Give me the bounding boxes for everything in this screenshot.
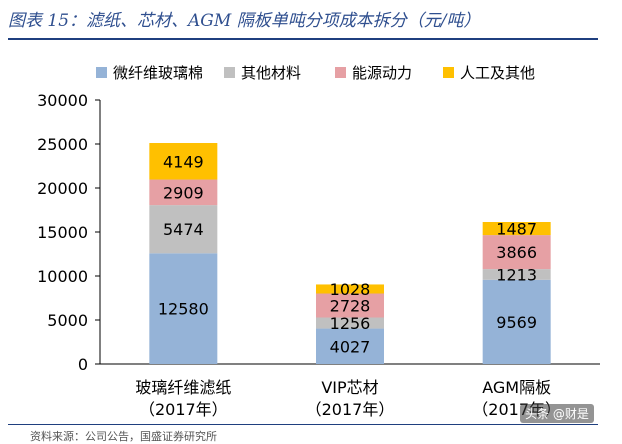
y-tick-label: 15000 [37, 223, 88, 242]
legend-swatch-3 [443, 67, 454, 78]
legend-label-2: 能源动力 [352, 64, 412, 82]
bar-value-label: 5474 [163, 220, 204, 239]
y-tick-label: 0 [78, 355, 88, 374]
source-note: 资料来源：公司公告，国盛证券研究所 [30, 430, 217, 443]
bar-segment-2-2 [482, 235, 551, 270]
bar-segment-0-0 [149, 253, 218, 364]
bar-segment-1-3 [316, 284, 384, 294]
title-divider [8, 38, 598, 40]
legend-label-1: 其他材料 [241, 64, 301, 82]
bar-value-label: 3866 [496, 243, 537, 262]
x-tick-label: （2017年） [139, 400, 228, 419]
bar-value-label: 4027 [330, 337, 371, 356]
bar-value-label: 1256 [330, 314, 371, 333]
legend-swatch-2 [335, 67, 346, 78]
legend-label-3: 人工及其他 [460, 64, 535, 82]
bar-segment-2-3 [482, 222, 551, 236]
bar-value-label: 1487 [496, 220, 537, 239]
bar-value-label: 1213 [496, 265, 537, 284]
x-tick-label: （2017年） [306, 400, 395, 419]
bar-value-label: 2728 [330, 297, 371, 316]
bar-value-label: 4149 [163, 152, 204, 171]
x-tick-label: VIP芯材 [321, 378, 378, 397]
watermark: 头条 @财是 [520, 404, 594, 423]
bar-value-label: 12580 [158, 300, 209, 319]
y-tick-label: 25000 [37, 135, 88, 154]
chart-legend: 微纤维玻璃棉 其他材料 能源动力 人工及其他 [96, 64, 535, 82]
y-tick-label: 30000 [37, 91, 88, 110]
chart-x-tick-labels: 玻璃纤维滤纸（2017年）VIP芯材（2017年）AGM隔板（2017年） [135, 378, 561, 419]
bar-segment-0-2 [149, 179, 218, 206]
bar-segment-0-3 [149, 143, 218, 180]
legend-swatch-1 [224, 67, 235, 78]
bar-segment-1-1 [316, 317, 384, 329]
bar-segment-1-2 [316, 293, 384, 318]
bar-segment-2-1 [482, 269, 551, 280]
legend-swatch-0 [96, 67, 107, 78]
bar-segment-0-1 [149, 205, 218, 254]
bar-value-label: 2909 [163, 183, 204, 202]
bar-value-label: 1028 [330, 280, 371, 299]
chart-bars [149, 143, 551, 364]
bar-segment-1-0 [316, 328, 384, 364]
legend-label-0: 微纤维玻璃棉 [113, 64, 203, 82]
y-tick-label: 20000 [37, 179, 88, 198]
footer-divider [8, 424, 598, 425]
bar-value-label: 9569 [496, 313, 537, 332]
x-tick-label: AGM隔板 [482, 378, 551, 397]
x-tick-label: 玻璃纤维滤纸 [135, 378, 231, 397]
figure-title: 图表 15：滤纸、芯材、AGM 隔板单吨分项成本拆分（元/吨） [8, 11, 481, 31]
y-tick-label: 5000 [47, 311, 88, 330]
bar-segment-2-0 [482, 279, 551, 364]
y-tick-label: 10000 [37, 267, 88, 286]
chart-axes: 0 5000 10000 15000 20000 25000 30000 [37, 91, 600, 374]
